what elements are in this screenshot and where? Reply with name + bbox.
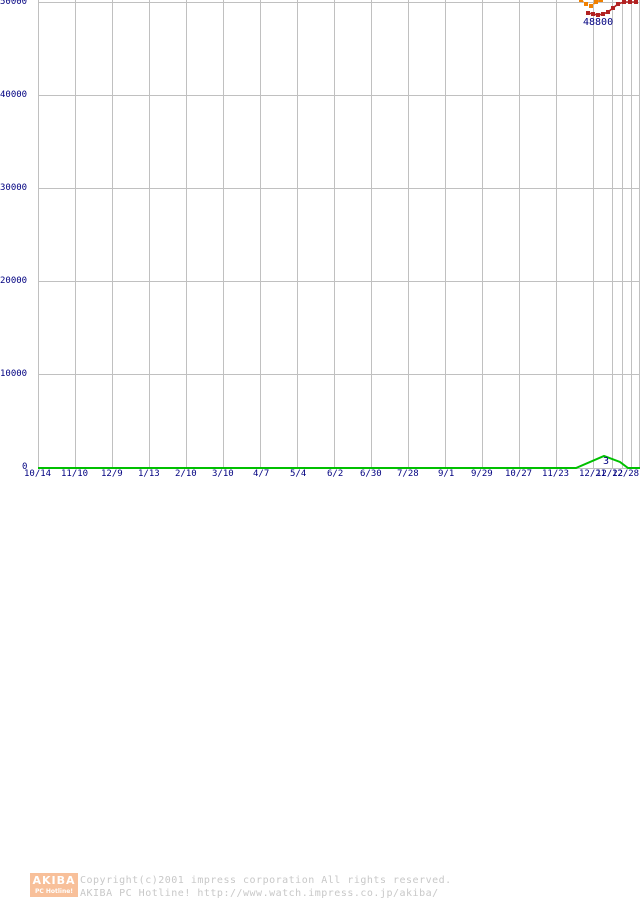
series-volume-line bbox=[38, 454, 640, 469]
x-axis-tick-label: 12/9 bbox=[101, 469, 123, 479]
x-axis-tick-label: 6/2 bbox=[327, 469, 344, 479]
y-axis-tick-label: 10000 bbox=[0, 369, 28, 379]
series-marker-price-high bbox=[611, 6, 615, 10]
series-marker-price-high bbox=[601, 12, 605, 16]
x-axis-tick-label: 9/1 bbox=[438, 469, 455, 479]
akiba-logo: AKIBA PC Hotline! bbox=[30, 873, 78, 897]
copyright-line: Copyright(c)2001 impress corporation All… bbox=[80, 875, 452, 886]
footer-watermark: AKIBA PC Hotline! Copyright(c)2001 impre… bbox=[0, 436, 640, 899]
y-axis-tick-label: 50000 bbox=[0, 0, 28, 7]
x-axis-tick-label: 12/22 bbox=[596, 469, 624, 479]
y-axis-tick-label: 30000 bbox=[0, 183, 28, 193]
x-axis-tick-label: 3/10 bbox=[212, 469, 234, 479]
series-marker-price-low bbox=[594, 0, 598, 4]
series-marker-price-high bbox=[628, 0, 632, 4]
x-axis-tick-label: 12/28 bbox=[612, 469, 640, 479]
data-value-label: 48800 bbox=[583, 17, 614, 28]
akiba-logo-title: AKIBA bbox=[32, 874, 76, 887]
series-marker-price-high bbox=[616, 2, 620, 6]
series-marker-price-high bbox=[586, 11, 590, 15]
x-axis-tick-label: 2/10 bbox=[175, 469, 197, 479]
series-path-price-high bbox=[587, 1, 636, 16]
series-marker-price-low bbox=[584, 2, 588, 6]
y-axis-tick-label: 40000 bbox=[0, 90, 28, 100]
x-axis-tick-label: 11/10 bbox=[61, 469, 89, 479]
x-axis-tick-label: 7/28 bbox=[397, 469, 419, 479]
series-marker-price-low bbox=[589, 4, 593, 8]
x-axis-tick-label: 12/21 bbox=[579, 469, 607, 479]
x-axis-tick-label: 4/7 bbox=[253, 469, 270, 479]
x-axis-tick-label: 10/14 bbox=[24, 469, 52, 479]
series-marker-price-high bbox=[622, 0, 626, 4]
series-marker-price-low bbox=[579, 0, 583, 2]
horizontal-gridlines bbox=[38, 0, 640, 469]
series-price-high-line bbox=[586, 0, 638, 17]
x-axis-tick-label: 10/27 bbox=[505, 469, 533, 479]
chart-plot-area bbox=[38, 0, 640, 469]
y-axis-tick-label: 20000 bbox=[0, 276, 28, 286]
series-marker-price-high bbox=[591, 12, 595, 16]
series-marker-price-high bbox=[606, 10, 610, 14]
site-url-line: AKIBA PC Hotline! http://www.watch.impre… bbox=[80, 888, 439, 899]
series-marker-price-high bbox=[596, 13, 600, 17]
series-path-volume bbox=[38, 454, 640, 469]
x-axis-tick-label: 1/13 bbox=[138, 469, 160, 479]
x-axis-tick-label: 6/30 bbox=[360, 469, 382, 479]
x-axis-tick-label: 9/29 bbox=[471, 469, 493, 479]
vertical-gridlines bbox=[38, 0, 640, 468]
series-marker-price-high bbox=[634, 0, 638, 4]
x-axis-tick-label: 5/4 bbox=[290, 469, 307, 479]
akiba-logo-subtitle: PC Hotline! bbox=[34, 888, 74, 895]
data-value-label: 3 bbox=[603, 456, 610, 467]
series-price-low-line bbox=[579, 0, 603, 8]
series-marker-price-low bbox=[599, 0, 603, 2]
y-axis-tick-label: 0 bbox=[22, 462, 28, 472]
x-axis-tick-label: 11/23 bbox=[542, 469, 570, 479]
